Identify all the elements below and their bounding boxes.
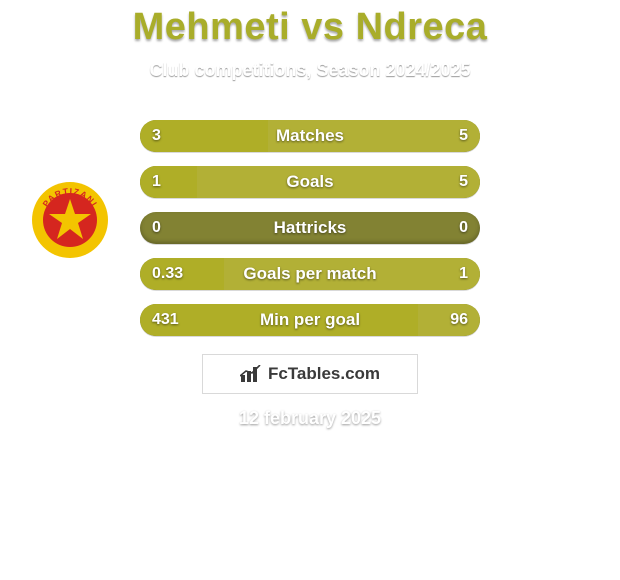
stat-row: Goals per match0.331 — [140, 258, 480, 290]
stat-bar-right — [268, 120, 481, 152]
subtitle: Club competitions, Season 2024/2025 — [0, 60, 620, 81]
stat-bar-right — [418, 304, 480, 336]
stat-bar-right — [197, 166, 480, 198]
right-player-placeholder-2 — [500, 177, 600, 203]
brand-text: FcTables.com — [268, 364, 380, 384]
stat-value-left: 0 — [152, 212, 161, 244]
stat-bar-left — [140, 120, 268, 152]
brand-box: FcTables.com — [202, 354, 418, 394]
stat-row: Goals15 — [140, 166, 480, 198]
club-badge-svg: PARTIZANI TIRANE — [31, 181, 109, 259]
infographic-canvas: Mehmeti vs Ndreca Club competitions, Sea… — [0, 0, 620, 580]
stat-label: Hattricks — [140, 212, 480, 244]
stats-bars: Matches35 Goals15 Hattricks0 0 Goals per mat… — [140, 120, 480, 350]
right-player-placeholder-1 — [490, 124, 590, 152]
stat-bar-left — [140, 166, 197, 198]
stat-row: Matches35 — [140, 120, 480, 152]
club-badge-inner: PARTIZANI TIRANE — [31, 181, 109, 259]
club-badge: PARTIZANI TIRANE — [28, 178, 112, 262]
stat-bar-left — [140, 304, 418, 336]
stat-value-right: 0 — [459, 212, 468, 244]
date-text: 12 february 2025 — [0, 408, 620, 429]
page-title: Mehmeti vs Ndreca — [0, 6, 620, 49]
stat-bar-left — [140, 258, 224, 290]
stat-row: Min per goal43196 — [140, 304, 480, 336]
left-player-placeholder — [10, 121, 110, 151]
stat-bar-right — [224, 258, 480, 290]
bar-chart-icon — [240, 365, 262, 383]
stat-row: Hattricks0 0 — [140, 212, 480, 244]
